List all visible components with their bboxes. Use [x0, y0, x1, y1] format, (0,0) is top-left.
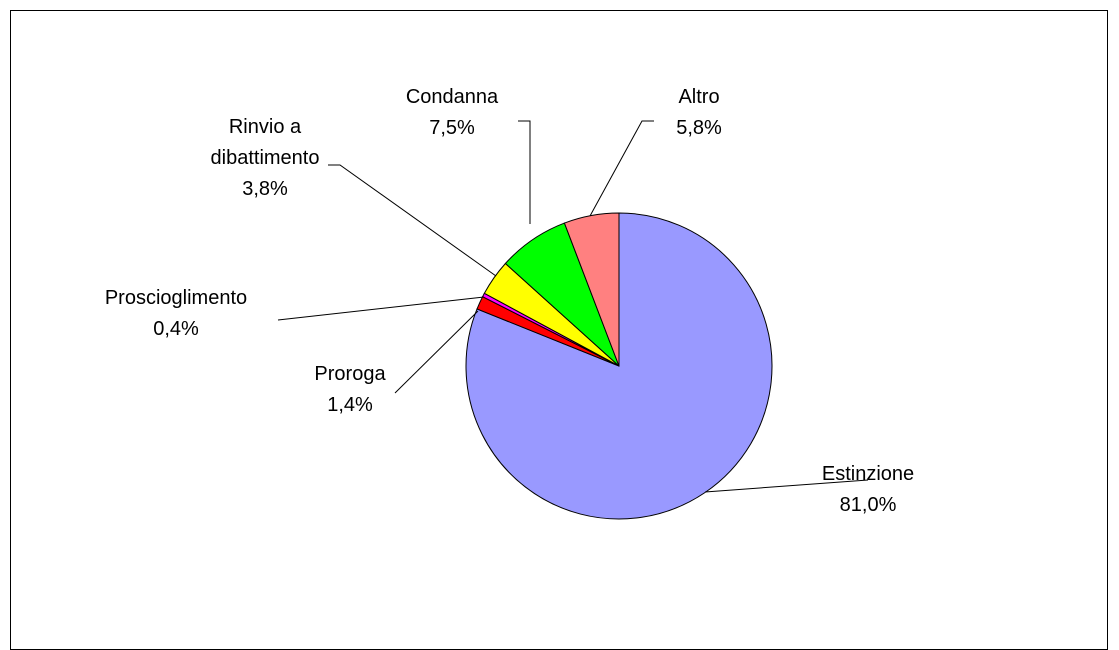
pie-slices — [465, 212, 773, 520]
label-value-altro: 5,8% — [676, 117, 722, 139]
leader-line-proroga — [394, 310, 479, 394]
leader-line-estinzione — [704, 479, 869, 493]
label-name-proroga: Proroga — [314, 363, 386, 385]
label-value-condanna: 7,5% — [429, 117, 475, 139]
label-name-altro: Altro — [678, 86, 719, 108]
label-name-estinzione: Estinzione — [822, 463, 914, 485]
slice-altro — [563, 212, 620, 367]
label-name-rinvio-a-dibattimento-1: dibattimento — [211, 147, 320, 169]
label-name-rinvio-a-dibattimento-0: Rinvio a — [229, 116, 302, 138]
label-value-proroga: 1,4% — [327, 394, 373, 416]
label-value-estinzione: 81,0% — [840, 494, 897, 516]
leader-line-rinvio-a-dibattimento — [328, 164, 497, 277]
label-value-proscioglimento: 0,4% — [153, 318, 199, 340]
label-name-condanna: Condanna — [406, 86, 499, 108]
leader-line-condanna — [518, 120, 531, 224]
slice-labels: Estinzione 81,0% Proroga 1,4% Prosciogliment… — [105, 86, 914, 516]
label-value-rinvio-a-dibattimento: 3,8% — [242, 178, 288, 200]
leader-line-proscioglimento — [277, 296, 485, 321]
leader-line-altro — [589, 120, 654, 217]
label-name-proscioglimento: Proscioglimento — [105, 287, 247, 309]
leader-lines — [277, 120, 869, 493]
